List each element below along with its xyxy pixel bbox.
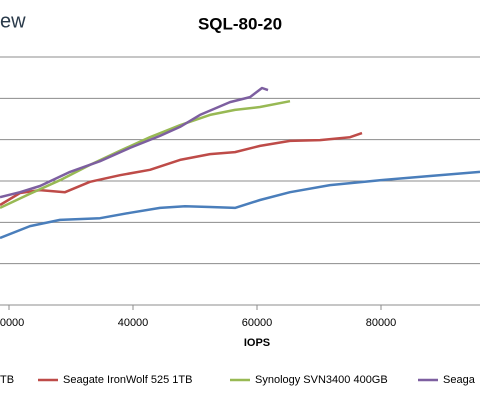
series-line bbox=[0, 99, 291, 210]
series-line bbox=[0, 170, 480, 240]
x-tick-label: 80000 bbox=[366, 317, 397, 329]
x-tick-label: 40000 bbox=[118, 317, 149, 329]
x-tick-label: 60000 bbox=[242, 317, 273, 329]
x-tick-label: 20000 bbox=[0, 317, 24, 329]
chart-title: SQL-80-20 bbox=[198, 14, 282, 33]
legend-label: Synology SVN3400 400GB bbox=[255, 374, 388, 386]
logo: ew bbox=[0, 10, 26, 32]
x-axis-label: IOPS bbox=[244, 337, 270, 349]
legend-label: Seaga bbox=[443, 374, 476, 386]
series-line bbox=[0, 86, 269, 199]
legend-label: TB bbox=[0, 374, 14, 386]
series-line bbox=[0, 131, 363, 207]
legend-label: Seagate IronWolf 525 1TB bbox=[63, 374, 192, 386]
